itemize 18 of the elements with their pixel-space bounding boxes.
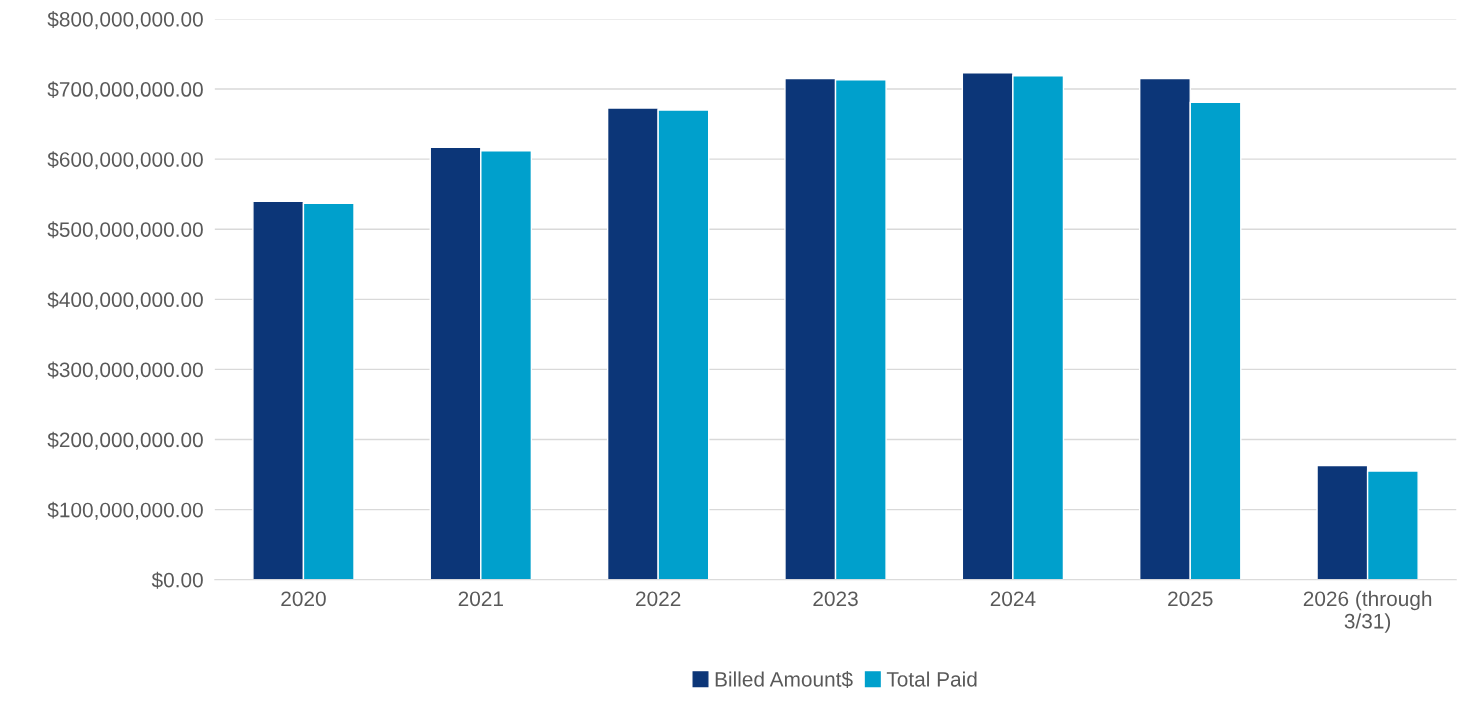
x-tick-label: 2022: [636, 591, 681, 607]
y-tick-label: $800,000,000.00: [47, 11, 203, 30]
y-tick-label: $200,000,000.00: [47, 431, 203, 450]
y-tick-label: $500,000,000.00: [47, 221, 203, 240]
y-tick-label: $700,000,000.00: [47, 81, 203, 100]
x-tick-label: 2026 (through 3/31): [1303, 590, 1432, 633]
y-tick-label: $300,000,000.00: [47, 361, 203, 380]
legend-label: Billed Amount$: [715, 671, 853, 688]
x-tick-label: 2020: [281, 591, 326, 607]
y-tick-label: $0.00: [151, 571, 203, 589]
y-tick-label: $400,000,000.00: [47, 291, 203, 310]
legend-label: Total Paid: [886, 671, 977, 687]
y-tick-label: $100,000,000.00: [47, 501, 203, 520]
y-tick-label: $600,000,000.00: [47, 151, 203, 170]
x-tick-label: 2023: [813, 591, 858, 607]
x-tick-label: 2021: [458, 591, 503, 607]
x-tick-label: 2025: [1168, 591, 1213, 607]
x-tick-label: 2024: [990, 591, 1036, 607]
